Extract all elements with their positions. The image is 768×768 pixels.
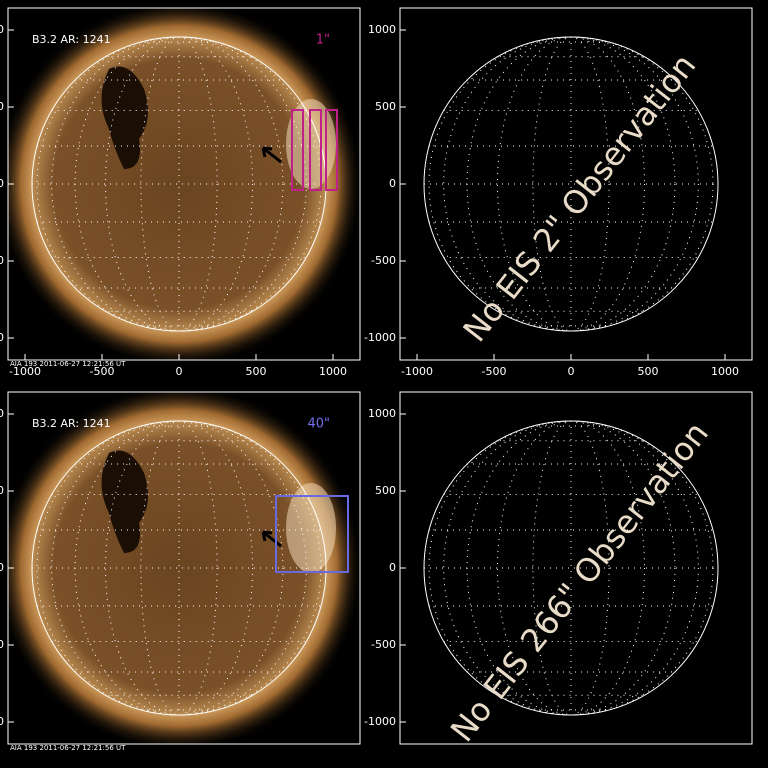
x-tick-label: -1000 (9, 365, 41, 378)
y-tick-label: -500 (0, 254, 4, 267)
longitude-line (443, 420, 699, 716)
limb (423, 36, 719, 332)
plot (8, 8, 360, 360)
raster-box (291, 109, 304, 191)
x-tick-label: 0 (568, 365, 575, 378)
arrow (261, 146, 282, 164)
sun-disk (32, 37, 326, 331)
plot (423, 420, 719, 716)
y-tick-label: 0 (0, 177, 4, 190)
longitude-line (105, 420, 253, 716)
raster-box (309, 109, 322, 191)
longitude-line (428, 420, 714, 716)
active-region (286, 483, 336, 573)
resolution: 40" (307, 417, 330, 432)
sun-disk (32, 421, 326, 715)
x-tick-label: 500 (246, 365, 267, 378)
y-tick-label: -500 (371, 638, 396, 651)
y-tick-label: 500 (375, 100, 396, 113)
longitude-line (51, 36, 307, 332)
raster-box (325, 109, 338, 191)
y-tick-label: 0 (389, 561, 396, 574)
x-tick-label: 1000 (319, 365, 347, 378)
y-tick-label: 0 (0, 561, 4, 574)
y-tick-label: 1000 (368, 407, 396, 420)
arrow (261, 530, 282, 548)
y-tick-label: -1000 (364, 331, 396, 344)
y-tick-label: 0 (389, 177, 396, 190)
longitude-line (497, 36, 645, 332)
y-tick-label: 1000 (368, 23, 396, 36)
y-tick-label: 1000 (0, 23, 4, 36)
longitude-line (443, 36, 699, 332)
y-tick-label: 500 (0, 484, 4, 497)
y-tick-label: -500 (0, 638, 4, 651)
limb (31, 420, 327, 716)
resolution: 1" (316, 33, 330, 48)
y-tick-label: -1000 (0, 331, 4, 344)
x-tick-label: 1000 (711, 365, 739, 378)
x-tick-label: -500 (90, 365, 115, 378)
plot (8, 392, 360, 744)
longitude-line (51, 420, 307, 716)
plot (423, 36, 719, 332)
footer: AIA 193 2011-06-27 12:21:56 UT (10, 744, 126, 752)
footer: AIA 193 2011-06-27 12:21:56 UT (10, 360, 126, 368)
coronal-hole (101, 450, 148, 553)
x-tick-label: 0 (176, 365, 183, 378)
y-tick-label: 500 (0, 100, 4, 113)
y-tick-label: -1000 (0, 715, 4, 728)
y-tick-label: -1000 (364, 715, 396, 728)
longitude-line (497, 420, 645, 716)
x-tick-label: -500 (482, 365, 507, 378)
x-tick-label: 500 (638, 365, 659, 378)
y-tick-label: 1000 (0, 407, 4, 420)
raster-box (275, 495, 349, 573)
longitude-line (428, 36, 714, 332)
x-tick-label: -1000 (401, 365, 433, 378)
coronal-hole (101, 66, 148, 169)
longitude-line (105, 36, 253, 332)
longitude-line (36, 420, 322, 716)
limb (423, 420, 719, 716)
label: B3.2 AR: 1241 (32, 417, 111, 430)
y-tick-label: 500 (375, 484, 396, 497)
label: B3.2 AR: 1241 (32, 33, 111, 46)
y-tick-label: -500 (371, 254, 396, 267)
